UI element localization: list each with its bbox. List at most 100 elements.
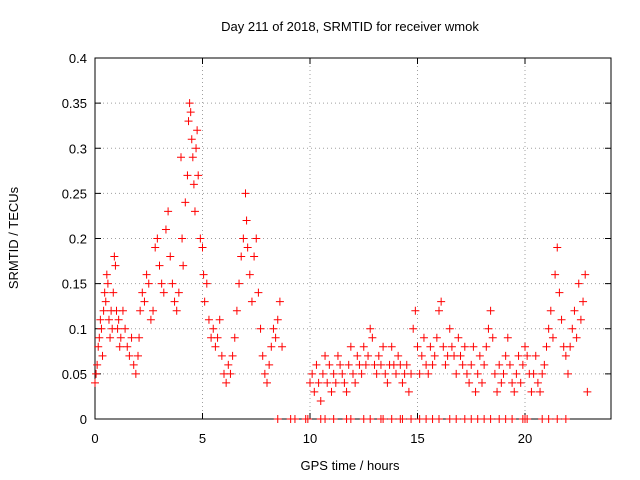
data-point	[192, 144, 201, 153]
data-point	[121, 324, 130, 333]
data-point	[237, 252, 246, 261]
data-point	[447, 342, 456, 351]
y-axis-label: SRMTID / TECUs	[6, 186, 21, 289]
data-point	[381, 369, 390, 378]
data-point	[95, 333, 104, 342]
data-point	[574, 279, 583, 288]
data-point	[318, 369, 327, 378]
data-point	[93, 360, 102, 369]
data-point	[329, 369, 338, 378]
data-point	[204, 315, 213, 324]
data-point	[92, 369, 101, 378]
y-tick-label: 0.35	[62, 96, 87, 111]
data-point	[374, 351, 383, 360]
data-point	[232, 306, 241, 315]
data-point	[426, 342, 435, 351]
data-point	[518, 360, 527, 369]
data-point	[188, 153, 197, 162]
data-point	[469, 342, 478, 351]
data-point	[536, 387, 545, 396]
data-point	[499, 369, 508, 378]
data-point	[118, 306, 127, 315]
data-point	[561, 351, 570, 360]
data-point	[159, 288, 168, 297]
data-point	[344, 360, 353, 369]
data-point	[168, 279, 177, 288]
data-point	[521, 342, 529, 351]
data-point	[579, 297, 588, 306]
data-point	[394, 351, 403, 360]
data-point	[411, 306, 420, 315]
data-point	[516, 378, 525, 387]
data-point	[551, 270, 560, 279]
data-point	[260, 369, 269, 378]
data-point	[239, 234, 248, 243]
data-point	[486, 415, 495, 423]
data-point	[96, 315, 105, 324]
data-point	[570, 306, 579, 315]
data-point	[190, 207, 199, 216]
data-point	[441, 360, 450, 369]
data-point	[263, 378, 271, 387]
data-point	[114, 315, 123, 324]
data-point	[273, 415, 282, 423]
data-point	[342, 387, 351, 396]
y-tick-label: 0	[80, 412, 87, 427]
data-point	[437, 297, 446, 306]
data-point	[415, 369, 424, 378]
data-point	[308, 369, 317, 378]
x-tick-label: 20	[518, 431, 532, 446]
data-point	[275, 297, 284, 306]
data-point	[91, 378, 99, 387]
data-point	[106, 333, 115, 342]
data-point	[435, 415, 443, 423]
data-point	[333, 351, 342, 360]
data-point	[346, 342, 355, 351]
data-point	[230, 333, 239, 342]
data-point	[245, 270, 254, 279]
data-point	[514, 351, 523, 360]
data-point	[144, 279, 153, 288]
data-point	[467, 360, 476, 369]
data-point	[568, 324, 577, 333]
data-point	[505, 360, 514, 369]
y-tick-label: 0.1	[69, 322, 87, 337]
data-point	[361, 360, 370, 369]
data-point	[432, 333, 441, 342]
chart-title: Day 211 of 2018, SRMTID for receiver wmo…	[221, 19, 479, 34]
data-point	[306, 378, 314, 387]
data-point	[542, 342, 551, 351]
data-point	[290, 415, 299, 423]
data-point	[419, 333, 428, 342]
x-tick-label: 10	[303, 431, 317, 446]
data-point	[271, 333, 280, 342]
data-point	[178, 234, 187, 243]
data-point	[460, 342, 469, 351]
data-point	[501, 351, 510, 360]
data-point	[157, 279, 166, 288]
data-point	[331, 378, 340, 387]
data-point	[329, 415, 338, 423]
y-tick-label: 0.3	[69, 141, 87, 156]
data-point	[183, 171, 192, 180]
data-point	[555, 288, 564, 297]
data-point	[170, 297, 179, 306]
data-point	[273, 315, 282, 324]
data-point	[127, 333, 136, 342]
data-point	[211, 342, 220, 351]
data-point	[161, 225, 170, 234]
data-point	[187, 135, 196, 144]
data-point	[572, 333, 581, 342]
data-point	[100, 288, 109, 297]
data-point	[125, 351, 134, 360]
data-point	[557, 315, 566, 324]
data-point	[336, 360, 345, 369]
data-point	[327, 387, 336, 396]
data-point	[228, 351, 237, 360]
data-point	[140, 297, 149, 306]
data-point	[115, 342, 124, 351]
data-point	[465, 378, 474, 387]
data-point	[566, 342, 575, 351]
data-point	[252, 234, 261, 243]
